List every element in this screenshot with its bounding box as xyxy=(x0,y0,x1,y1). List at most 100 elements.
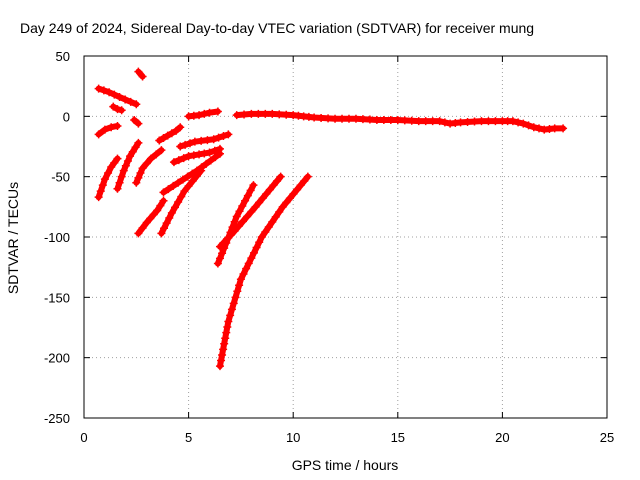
data-point xyxy=(177,192,186,201)
data-point xyxy=(203,136,212,145)
data-point xyxy=(477,117,486,126)
data-point xyxy=(247,109,256,118)
x-tick-label: 0 xyxy=(80,430,87,445)
data-point xyxy=(165,213,174,222)
series-arc-1 xyxy=(94,154,122,202)
data-point xyxy=(126,97,135,106)
data-point xyxy=(235,281,244,290)
data-point xyxy=(372,115,381,124)
data-point xyxy=(222,328,231,337)
data-point xyxy=(213,259,222,268)
data-point xyxy=(508,117,517,126)
data-point xyxy=(159,188,168,197)
data-point xyxy=(261,227,270,236)
data-point xyxy=(524,121,533,130)
x-tick-label: 15 xyxy=(391,430,405,445)
data-point xyxy=(113,121,122,130)
data-point xyxy=(243,212,252,221)
data-point xyxy=(128,147,137,156)
data-point xyxy=(181,140,190,149)
data-point xyxy=(167,208,176,217)
data-point xyxy=(463,117,472,126)
data-point xyxy=(219,345,228,354)
data-point xyxy=(241,196,250,205)
data-point xyxy=(104,169,113,178)
series-arc-7 xyxy=(169,144,224,167)
y-tick-label: -100 xyxy=(44,230,70,245)
data-point xyxy=(162,219,171,228)
data-point xyxy=(142,159,151,168)
data-point xyxy=(435,117,444,126)
data-point xyxy=(149,210,158,219)
data-point xyxy=(535,124,544,133)
data-point xyxy=(243,191,252,200)
series-arc-18 xyxy=(215,172,312,371)
data-point xyxy=(255,198,264,207)
data-point xyxy=(293,185,302,194)
data-point xyxy=(157,146,166,155)
data-point xyxy=(232,212,241,221)
data-point xyxy=(265,185,274,194)
data-point xyxy=(169,158,178,167)
data-point xyxy=(255,238,264,247)
data-point xyxy=(132,100,141,109)
series-arc-11 xyxy=(94,84,141,109)
data-point xyxy=(209,135,218,144)
data-point xyxy=(470,117,479,126)
data-point xyxy=(205,148,214,157)
data-point xyxy=(113,184,122,193)
y-axis-label: SDTVAR / TECUs xyxy=(5,182,21,294)
axis-ticks xyxy=(83,55,608,419)
data-point xyxy=(386,115,395,124)
data-point xyxy=(115,178,124,187)
series-arc-6 xyxy=(159,149,224,197)
data-point xyxy=(210,146,219,155)
data-point xyxy=(152,150,161,159)
data-point xyxy=(163,131,172,140)
data-point xyxy=(215,144,224,153)
data-point xyxy=(185,139,194,148)
data-point xyxy=(206,156,215,165)
x-axis-label: GPS time / hours xyxy=(292,457,399,473)
data-point xyxy=(271,212,280,221)
data-point xyxy=(230,217,239,226)
data-point xyxy=(215,362,224,371)
data-point xyxy=(285,194,294,203)
data-point xyxy=(134,138,143,147)
data-point xyxy=(249,181,258,190)
data-point xyxy=(121,161,130,170)
data-point xyxy=(254,109,263,118)
data-point xyxy=(134,67,143,76)
data-point xyxy=(393,115,402,124)
series-main-trace xyxy=(232,109,568,134)
x-tick-label: 20 xyxy=(495,430,509,445)
data-point xyxy=(456,118,465,127)
data-point xyxy=(231,293,240,302)
data-point xyxy=(121,95,130,104)
data-point xyxy=(244,259,253,268)
data-point xyxy=(195,150,204,159)
data-point xyxy=(183,172,192,181)
data-point xyxy=(351,114,360,123)
data-point xyxy=(110,90,119,99)
data-point xyxy=(136,169,145,178)
data-point xyxy=(138,223,147,232)
data-point xyxy=(240,110,249,119)
data-point xyxy=(174,198,183,207)
data-point xyxy=(233,287,242,296)
data-point xyxy=(220,339,229,348)
data-point xyxy=(303,172,312,181)
data-point xyxy=(202,159,211,168)
data-point xyxy=(440,118,449,127)
data-point xyxy=(249,248,258,257)
data-point xyxy=(282,198,291,207)
data-point xyxy=(379,115,388,124)
data-point xyxy=(195,111,204,120)
data-point xyxy=(153,206,162,215)
data-point xyxy=(317,113,326,122)
data-point xyxy=(550,124,559,133)
data-point xyxy=(519,119,528,128)
x-tick-label: 25 xyxy=(600,430,614,445)
data-point xyxy=(331,114,340,123)
series-arc-4 xyxy=(134,196,168,238)
